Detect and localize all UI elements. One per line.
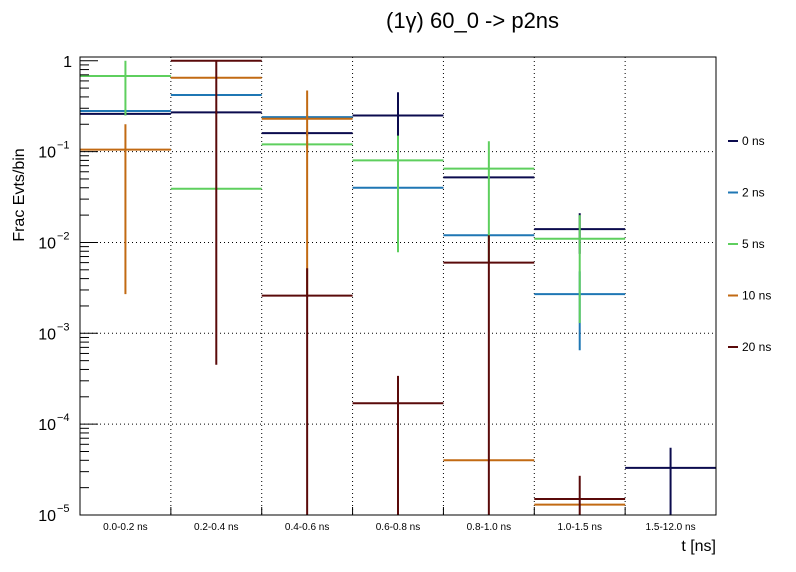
y-tick-exponent: −5	[57, 503, 70, 515]
series-20-ns	[170, 59, 626, 515]
legend-label: 0 ns	[742, 134, 765, 148]
x-tick-label: 0.8-1.0 ns	[467, 522, 511, 533]
y-axis-label: Frac Evts/bin	[11, 148, 28, 241]
legend-label: 5 ns	[742, 237, 765, 251]
y-tick-label: 1	[63, 54, 72, 71]
x-tick-label: 0.0-0.2 ns	[103, 522, 147, 533]
y-tick-label: 10	[38, 508, 56, 525]
x-axis-label: t [ns]	[681, 538, 716, 555]
y-tick-exponent: −4	[57, 412, 70, 424]
y-tick-exponent: −1	[57, 140, 70, 152]
y-tick-label: 10	[38, 235, 56, 252]
x-tick-label: 0.4-0.6 ns	[285, 522, 329, 533]
series-layer	[80, 59, 716, 515]
y-tick-label: 10	[38, 326, 56, 343]
legend: 0 ns 2 ns 5 ns 10 ns 20 ns	[728, 134, 771, 354]
y-tick-exponent: −2	[57, 230, 70, 242]
x-tick-label: 0.2-0.4 ns	[194, 522, 238, 533]
x-tick-label: 1.0-1.5 ns	[557, 522, 601, 533]
x-tick-label: 0.6-0.8 ns	[376, 522, 420, 533]
legend-label: 20 ns	[742, 340, 771, 354]
axes: 0.0-0.2 ns 0.2-0.4 ns 0.4-0.6 ns 0.6-0.8 ns…	[38, 54, 717, 533]
plot-frame	[79, 56, 717, 516]
chart-title: (1γ) 60_0 -> p2ns	[386, 8, 559, 33]
x-tick-label: 1.5-12.0 ns	[646, 522, 696, 533]
y-tick-label: 10	[38, 417, 56, 434]
legend-label: 2 ns	[742, 186, 765, 200]
legend-label: 10 ns	[742, 289, 771, 303]
y-tick-exponent: −3	[57, 321, 70, 333]
y-tick-label: 10	[38, 145, 56, 162]
